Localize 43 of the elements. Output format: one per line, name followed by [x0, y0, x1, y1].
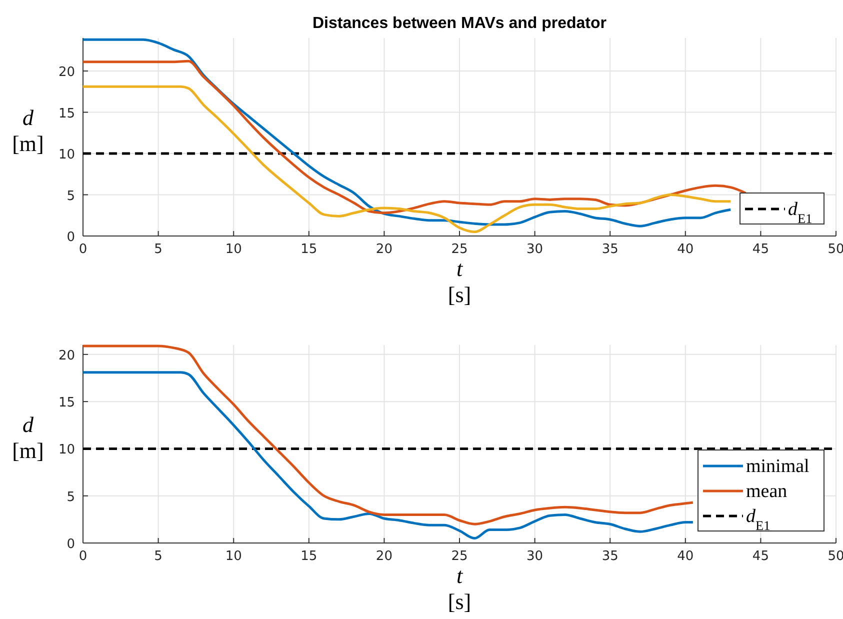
x-tick-label: 30: [526, 242, 544, 257]
legend-label: d$_{E1}$: [788, 199, 812, 226]
x-tick-label: 15: [300, 549, 318, 564]
line-series: [82, 344, 694, 526]
x-tick-label: 5: [154, 549, 162, 564]
y-axis-title: d [m]: [12, 105, 44, 156]
y-tick-label: 10: [58, 442, 75, 458]
legend-label: minimal: [746, 456, 810, 477]
x-tick-label: 0: [78, 242, 88, 257]
line-series: [82, 60, 747, 214]
x-tick-label: 25: [451, 549, 468, 564]
x-tick-label: 5: [154, 242, 162, 257]
chart-title: Distances between MAVs and predator: [312, 15, 606, 32]
x-tick-label: 20: [376, 549, 392, 564]
y-tick-label: 0: [66, 230, 75, 245]
x-tick-label: 20: [376, 242, 392, 257]
x-axis-title: t [s]: [448, 256, 472, 307]
x-tick-label: 45: [752, 242, 769, 257]
y-tick-label: 20: [58, 348, 75, 364]
x-tick-label: 10: [225, 549, 242, 564]
y-axis-title: d [m]: [12, 412, 44, 463]
x-tick-label: 35: [602, 549, 618, 564]
y-tick-label: 5: [66, 490, 75, 505]
y-tick-label: 0: [66, 537, 75, 552]
y-tick-label: 20: [58, 65, 75, 80]
x-tick-label: 30: [526, 549, 544, 564]
x-tick-label: 40: [677, 242, 694, 257]
x-tick-label: 45: [752, 549, 769, 564]
y-tick-label: 5: [66, 188, 75, 204]
legend-label: d$_{E1}$: [746, 506, 770, 532]
line-series: [82, 85, 732, 234]
x-tick-label: 10: [225, 242, 242, 257]
x-axis-title: t [s]: [448, 563, 472, 614]
legend-label: mean: [746, 481, 788, 502]
x-tick-label: 25: [451, 242, 468, 257]
x-tick-label: 15: [300, 242, 318, 257]
y-tick-label: 15: [58, 106, 75, 122]
x-tick-label: 40: [677, 549, 694, 564]
y-tick-label: 15: [58, 396, 75, 411]
line-series: [82, 371, 694, 540]
x-tick-label: 0: [78, 549, 88, 564]
x-tick-label: 35: [602, 242, 618, 257]
y-tick-label: 10: [58, 148, 75, 162]
